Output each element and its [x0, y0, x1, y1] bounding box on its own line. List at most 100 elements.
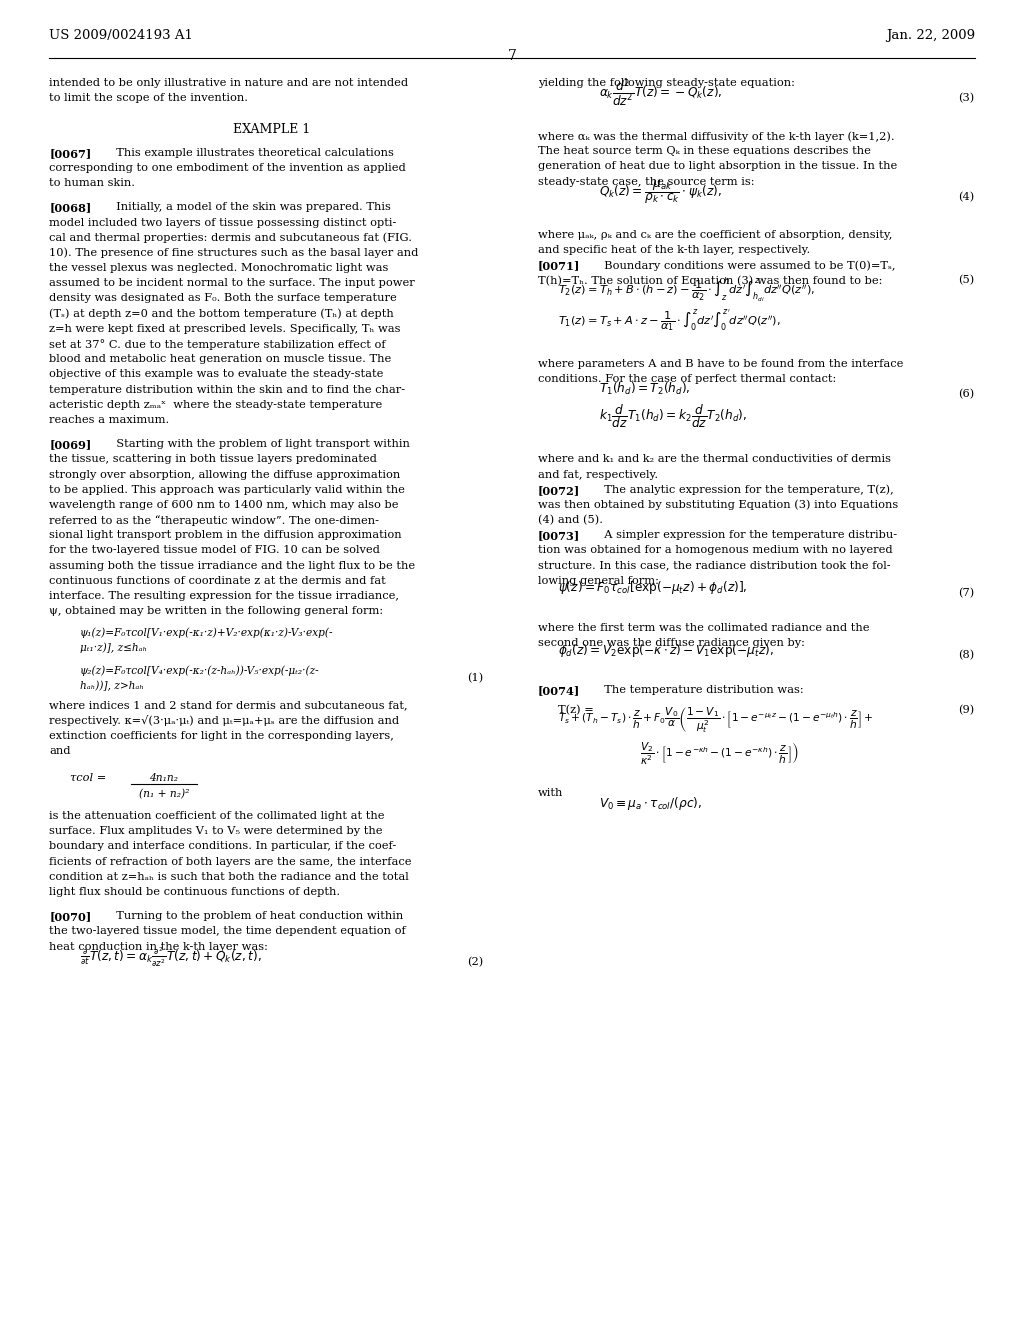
Text: density was designated as F₀. Both the surface temperature: density was designated as F₀. Both the s…: [49, 293, 397, 304]
Text: to limit the scope of the invention.: to limit the scope of the invention.: [49, 92, 248, 103]
Text: structure. In this case, the radiance distribution took the fol-: structure. In this case, the radiance di…: [538, 561, 890, 570]
Text: (n₁ + n₂)²: (n₁ + n₂)²: [138, 789, 189, 800]
Text: conditions. For the case of perfect thermal contact:: conditions. For the case of perfect ther…: [538, 374, 836, 384]
Text: 7: 7: [508, 49, 516, 63]
Text: to be applied. This approach was particularly valid within the: to be applied. This approach was particu…: [49, 484, 406, 495]
Text: condition at z=hₐₕ is such that both the radiance and the total: condition at z=hₐₕ is such that both the…: [49, 871, 409, 882]
Text: model included two layers of tissue possessing distinct opti-: model included two layers of tissue poss…: [49, 218, 396, 227]
Text: $\left.\dfrac{V_2}{\kappa^2}\cdot\left[1-e^{-\kappa h}-(1-e^{-\kappa h})\cdot\df: $\left.\dfrac{V_2}{\kappa^2}\cdot\left[1…: [640, 741, 799, 767]
Text: lowing general form:: lowing general form:: [538, 576, 658, 586]
Text: tion was obtained for a homogenous medium with no layered: tion was obtained for a homogenous mediu…: [538, 545, 892, 556]
Text: Turning to the problem of heat conduction within: Turning to the problem of heat conductio…: [109, 911, 402, 921]
Text: assuming both the tissue irradiance and the light flux to be the: assuming both the tissue irradiance and …: [49, 561, 416, 570]
Text: (6): (6): [958, 389, 975, 400]
Text: $V_0\equiv\mu_a\cdot\tau_{col}/(\rho c),$: $V_0\equiv\mu_a\cdot\tau_{col}/(\rho c),…: [599, 795, 702, 812]
Text: $\psi(z)=F_0\tau_{col}[\exp(-\mu_t z)+\phi_d(z)],$: $\psi(z)=F_0\tau_{col}[\exp(-\mu_t z)+\p…: [558, 579, 748, 597]
Text: the vessel plexus was neglected. Monochromatic light was: the vessel plexus was neglected. Monochr…: [49, 263, 388, 273]
Text: [0067]: [0067]: [49, 148, 91, 158]
Text: Initially, a model of the skin was prepared. This: Initially, a model of the skin was prepa…: [109, 202, 390, 213]
Text: $Q_k(z)=\dfrac{\mu_{ak}}{\rho_k\cdot c_k}\cdot\psi_k(z),$: $Q_k(z)=\dfrac{\mu_{ak}}{\rho_k\cdot c_k…: [599, 178, 722, 206]
Text: z=h were kept fixed at prescribed levels. Specifically, Tₕ was: z=h were kept fixed at prescribed levels…: [49, 323, 400, 334]
Text: US 2009/0024193 A1: US 2009/0024193 A1: [49, 29, 194, 42]
Text: is the attenuation coefficient of the collimated light at the: is the attenuation coefficient of the co…: [49, 810, 385, 821]
Text: μₜ₁·z)], z≤hₐₕ: μₜ₁·z)], z≤hₐₕ: [80, 643, 147, 653]
Text: assumed to be incident normal to the surface. The input power: assumed to be incident normal to the sur…: [49, 279, 415, 288]
Text: τcol =: τcol =: [70, 774, 105, 783]
Text: ficients of refraction of both layers are the same, the interface: ficients of refraction of both layers ar…: [49, 857, 412, 867]
Text: (4) and (5).: (4) and (5).: [538, 515, 602, 525]
Text: ψ₁(z)=F₀τcol[V₁·exp(-κ₁·z)+V₂·exp(κ₁·z)-V₃·exp(-: ψ₁(z)=F₀τcol[V₁·exp(-κ₁·z)+V₂·exp(κ₁·z)-…: [80, 627, 334, 638]
Text: intended to be only illustrative in nature and are not intended: intended to be only illustrative in natu…: [49, 78, 409, 88]
Text: $\frac{\partial}{\partial t}T(z,t)=\alpha_k\frac{\partial^2}{\partial z^2}T(z,t): $\frac{\partial}{\partial t}T(z,t)=\alph…: [80, 945, 261, 969]
Text: 10). The presence of fine structures such as the basal layer and: 10). The presence of fine structures suc…: [49, 248, 419, 259]
Text: The heat source term Qₖ in these equations describes the: The heat source term Qₖ in these equatio…: [538, 147, 870, 156]
Text: ψ, obtained may be written in the following general form:: ψ, obtained may be written in the follow…: [49, 606, 383, 616]
Text: (3): (3): [958, 92, 975, 103]
Text: (9): (9): [958, 705, 975, 715]
Text: reaches a maximum.: reaches a maximum.: [49, 414, 169, 425]
Text: $T_1(z)=T_s+A\cdot z-\dfrac{1}{\alpha_1}\cdot\int_0^z dz'\int_0^{z'}dz''Q(z''),$: $T_1(z)=T_s+A\cdot z-\dfrac{1}{\alpha_1}…: [558, 308, 780, 334]
Text: [0074]: [0074]: [538, 685, 580, 696]
Text: 4n₁n₂: 4n₁n₂: [150, 774, 178, 783]
Text: A simpler expression for the temperature distribu-: A simpler expression for the temperature…: [597, 531, 897, 540]
Text: and fat, respectively.: and fat, respectively.: [538, 470, 657, 479]
Text: $T_2(z)=T_h+B\cdot(h-z)-\dfrac{1}{\alpha_2}\cdot\int_z^h dz'\int_{h_{di}}^{z'}dz: $T_2(z)=T_h+B\cdot(h-z)-\dfrac{1}{\alpha…: [558, 276, 815, 305]
Text: temperature distribution within the skin and to find the char-: temperature distribution within the skin…: [49, 384, 406, 395]
Text: Boundary conditions were assumed to be T(0)=Tₛ,: Boundary conditions were assumed to be T…: [597, 260, 896, 271]
Text: blood and metabolic heat generation on muscle tissue. The: blood and metabolic heat generation on m…: [49, 354, 391, 364]
Text: EXAMPLE 1: EXAMPLE 1: [232, 123, 310, 136]
Text: where αₖ was the thermal diffusivity of the k-th layer (k=1,2).: where αₖ was the thermal diffusivity of …: [538, 131, 894, 141]
Text: Jan. 22, 2009: Jan. 22, 2009: [886, 29, 975, 42]
Text: heat conduction in the k-th layer was:: heat conduction in the k-th layer was:: [49, 941, 268, 952]
Text: where and k₁ and k₂ are the thermal conductivities of dermis: where and k₁ and k₂ are the thermal cond…: [538, 454, 891, 465]
Text: (2): (2): [467, 957, 483, 968]
Text: where μₐₖ, ρₖ and cₖ are the coefficient of absorption, density,: where μₐₖ, ρₖ and cₖ are the coefficient…: [538, 230, 892, 240]
Text: (1): (1): [467, 673, 483, 684]
Text: the two-layered tissue model, the time dependent equation of: the two-layered tissue model, the time d…: [49, 927, 406, 936]
Text: boundary and interface conditions. In particular, if the coef-: boundary and interface conditions. In pa…: [49, 841, 396, 851]
Text: cal and thermal properties: dermis and subcutaneous fat (FIG.: cal and thermal properties: dermis and s…: [49, 232, 412, 243]
Text: Starting with the problem of light transport within: Starting with the problem of light trans…: [109, 440, 410, 449]
Text: T(z) =: T(z) =: [558, 705, 594, 715]
Text: interface. The resulting expression for the tissue irradiance,: interface. The resulting expression for …: [49, 591, 399, 601]
Text: the tissue, scattering in both tissue layers predominated: the tissue, scattering in both tissue la…: [49, 454, 377, 465]
Text: This example illustrates theoretical calculations: This example illustrates theoretical cal…: [109, 148, 393, 157]
Text: continuous functions of coordinate z at the dermis and fat: continuous functions of coordinate z at …: [49, 576, 386, 586]
Text: strongly over absorption, allowing the diffuse approximation: strongly over absorption, allowing the d…: [49, 470, 400, 479]
Text: referred to as the “therapeutic window”. The one-dimen-: referred to as the “therapeutic window”.…: [49, 515, 379, 525]
Text: (8): (8): [958, 651, 975, 660]
Text: with: with: [538, 788, 563, 799]
Text: corresponding to one embodiment of the invention as applied: corresponding to one embodiment of the i…: [49, 162, 406, 173]
Text: $T_1(h_d)=T_2(h_d),$: $T_1(h_d)=T_2(h_d),$: [599, 381, 690, 397]
Text: $T_s+(T_h-T_s)\cdot\dfrac{z}{h}+F_0\dfrac{V_0}{\alpha}\left(\dfrac{1-V_1}{\mu_t^: $T_s+(T_h-T_s)\cdot\dfrac{z}{h}+F_0\dfra…: [558, 705, 873, 735]
Text: (7): (7): [958, 587, 975, 598]
Text: where parameters A and B have to be found from the interface: where parameters A and B have to be foun…: [538, 359, 903, 368]
Text: to human skin.: to human skin.: [49, 178, 135, 187]
Text: extinction coefficients for light in the corresponding layers,: extinction coefficients for light in the…: [49, 730, 394, 741]
Text: where the first term was the collimated radiance and the: where the first term was the collimated …: [538, 623, 869, 632]
Text: respectively. κ=√(3·μₐ·μₜ) and μₜ=μₐ+μₛ are the diffusion and: respectively. κ=√(3·μₐ·μₜ) and μₜ=μₐ+μₛ …: [49, 715, 399, 726]
Text: (Tₛ) at depth z=0 and the bottom temperature (Tₕ) at depth: (Tₛ) at depth z=0 and the bottom tempera…: [49, 309, 394, 319]
Text: and specific heat of the k-th layer, respectively.: and specific heat of the k-th layer, res…: [538, 244, 810, 255]
Text: (5): (5): [958, 275, 975, 285]
Text: $k_1\dfrac{d}{dz}T_1(h_d)=k_2\dfrac{d}{dz}T_2(h_d),$: $k_1\dfrac{d}{dz}T_1(h_d)=k_2\dfrac{d}{d…: [599, 403, 748, 430]
Text: second one was the diffuse radiance given by:: second one was the diffuse radiance give…: [538, 638, 805, 648]
Text: objective of this example was to evaluate the steady-state: objective of this example was to evaluat…: [49, 370, 384, 379]
Text: $\alpha_k\dfrac{d^2}{dz^2}T(z)=-Q_k(z),$: $\alpha_k\dfrac{d^2}{dz^2}T(z)=-Q_k(z),$: [599, 78, 723, 108]
Text: steady-state case, the source term is:: steady-state case, the source term is:: [538, 177, 754, 186]
Text: surface. Flux amplitudes V₁ to V₅ were determined by the: surface. Flux amplitudes V₁ to V₅ were d…: [49, 826, 383, 837]
Text: light flux should be continuous functions of depth.: light flux should be continuous function…: [49, 887, 340, 898]
Text: (4): (4): [958, 191, 975, 202]
Text: [0071]: [0071]: [538, 260, 580, 271]
Text: The analytic expression for the temperature, T(z),: The analytic expression for the temperat…: [597, 484, 894, 495]
Text: acteristic depth zₘₐˣ  where the steady-state temperature: acteristic depth zₘₐˣ where the steady-s…: [49, 400, 382, 409]
Text: where indices 1 and 2 stand for dermis and subcutaneous fat,: where indices 1 and 2 stand for dermis a…: [49, 700, 408, 710]
Text: $\phi_d(z)=V_2\exp(-\kappa\cdot z)-V_1\exp(-\mu_t z),$: $\phi_d(z)=V_2\exp(-\kappa\cdot z)-V_1\e…: [558, 642, 774, 659]
Text: and: and: [49, 746, 71, 756]
Text: The temperature distribution was:: The temperature distribution was:: [597, 685, 804, 696]
Text: generation of heat due to light absorption in the tissue. In the: generation of heat due to light absorpti…: [538, 161, 897, 172]
Text: sional light transport problem in the diffusion approximation: sional light transport problem in the di…: [49, 531, 401, 540]
Text: ψ₂(z)=F₀τcol[V₄·exp(-κ₂·(z-hₐₕ))-V₅·exp(-μₜ₂·(z-: ψ₂(z)=F₀τcol[V₄·exp(-κ₂·(z-hₐₕ))-V₅·exp(…: [80, 665, 319, 676]
Text: was then obtained by substituting Equation (3) into Equations: was then obtained by substituting Equati…: [538, 500, 898, 511]
Text: [0072]: [0072]: [538, 484, 580, 496]
